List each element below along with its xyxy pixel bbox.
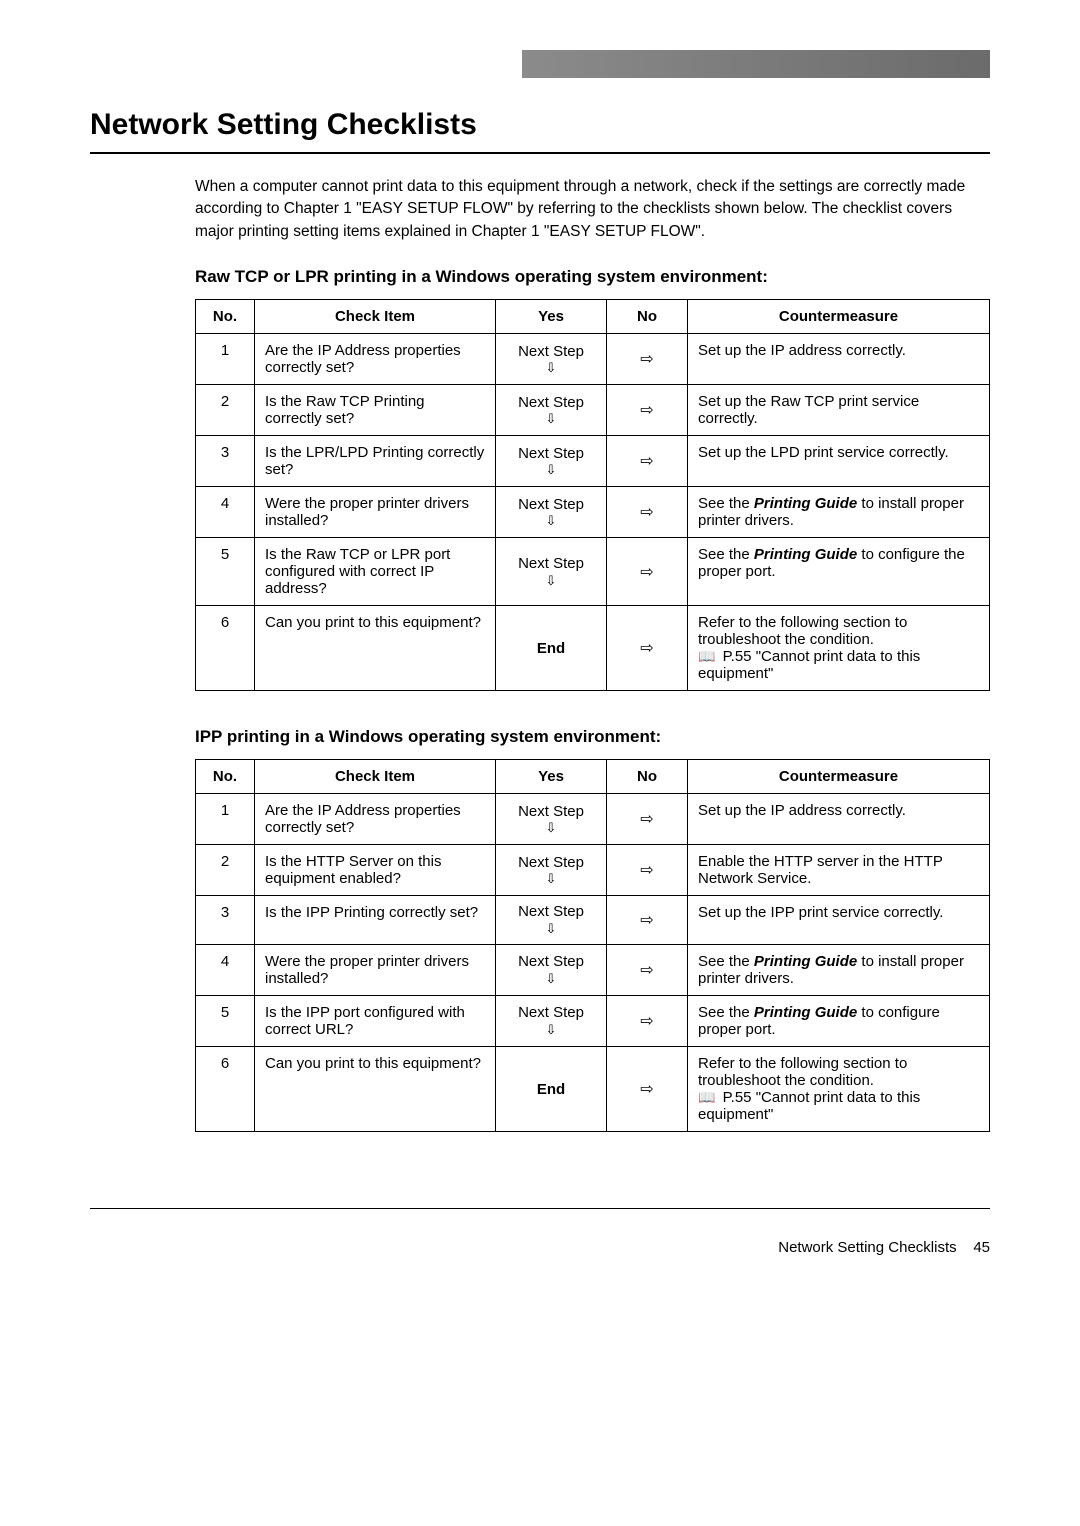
cell-countermeasure: Refer to the following section to troubl…	[688, 1047, 990, 1132]
cell-countermeasure: Enable the HTTP server in the HTTP Netwo…	[688, 845, 990, 896]
cell-check: Can you print to this equipment?	[255, 1047, 496, 1132]
section2-table: No. Check Item Yes No Countermeasure 1Ar…	[195, 759, 990, 1132]
header-bar	[90, 50, 990, 78]
cell-countermeasure: Set up the Raw TCP print service correct…	[688, 385, 990, 436]
cell-no-arrow: ⇨	[607, 385, 688, 436]
cell-yes: Next Step⇩	[496, 996, 607, 1047]
cell-check: Can you print to this equipment?	[255, 606, 496, 691]
title-rule	[90, 152, 990, 154]
cell-check: Were the proper printer drivers installe…	[255, 487, 496, 538]
th-no-h: No	[607, 760, 688, 794]
cell-no-arrow: ⇨	[607, 334, 688, 385]
cell-no: 4	[196, 487, 255, 538]
cell-no-arrow: ⇨	[607, 996, 688, 1047]
cell-countermeasure: Refer to the following section to troubl…	[688, 606, 990, 691]
cell-countermeasure: See the Printing Guide to install proper…	[688, 487, 990, 538]
cell-no-arrow: ⇨	[607, 538, 688, 606]
section1-tbody: 1Are the IP Address properties correctly…	[196, 334, 990, 691]
cell-no-arrow: ⇨	[607, 896, 688, 945]
cell-countermeasure: Set up the LPD print service correctly.	[688, 436, 990, 487]
section1-table: No. Check Item Yes No Countermeasure 1Ar…	[195, 299, 990, 691]
cell-check: Were the proper printer drivers installe…	[255, 945, 496, 996]
cell-countermeasure: Set up the IP address correctly.	[688, 334, 990, 385]
th-yes: Yes	[496, 760, 607, 794]
th-yes: Yes	[496, 300, 607, 334]
cell-yes: Next Step⇩	[496, 945, 607, 996]
section2-tbody: 1Are the IP Address properties correctly…	[196, 794, 990, 1132]
cell-no: 2	[196, 845, 255, 896]
cell-yes: Next Step⇩	[496, 334, 607, 385]
cell-check: Is the LPR/LPD Printing correctly set?	[255, 436, 496, 487]
cell-yes: Next Step⇩	[496, 538, 607, 606]
section2-heading: IPP printing in a Windows operating syst…	[90, 727, 990, 747]
th-check: Check Item	[255, 300, 496, 334]
cell-no-arrow: ⇨	[607, 845, 688, 896]
cell-countermeasure: Set up the IPP print service correctly.	[688, 896, 990, 945]
cell-yes: Next Step⇩	[496, 385, 607, 436]
cell-check: Is the IPP Printing correctly set?	[255, 896, 496, 945]
cell-no-arrow: ⇨	[607, 794, 688, 845]
footer-text: Network Setting Checklists	[778, 1239, 956, 1256]
cell-yes: Next Step⇩	[496, 794, 607, 845]
table-row: 3Is the LPR/LPD Printing correctly set?N…	[196, 436, 990, 487]
cell-countermeasure: Set up the IP address correctly.	[688, 794, 990, 845]
section1-heading: Raw TCP or LPR printing in a Windows ope…	[90, 267, 990, 287]
table-row: 5Is the IPP port configured with correct…	[196, 996, 990, 1047]
th-no: No.	[196, 300, 255, 334]
cell-check: Is the Raw TCP or LPR port configured wi…	[255, 538, 496, 606]
cell-yes: Next Step⇩	[496, 487, 607, 538]
cell-no: 6	[196, 606, 255, 691]
table-row: 2Is the HTTP Server on this equipment en…	[196, 845, 990, 896]
cell-no: 1	[196, 334, 255, 385]
table-row: 5Is the Raw TCP or LPR port configured w…	[196, 538, 990, 606]
intro-text: When a computer cannot print data to thi…	[90, 176, 990, 243]
cell-yes: End	[496, 1047, 607, 1132]
table-row: 1Are the IP Address properties correctly…	[196, 334, 990, 385]
cell-no: 6	[196, 1047, 255, 1132]
cell-no: 1	[196, 794, 255, 845]
cell-countermeasure: See the Printing Guide to configure prop…	[688, 996, 990, 1047]
th-counter: Countermeasure	[688, 760, 990, 794]
th-no-h: No	[607, 300, 688, 334]
cell-no-arrow: ⇨	[607, 436, 688, 487]
th-no: No.	[196, 760, 255, 794]
cell-no-arrow: ⇨	[607, 487, 688, 538]
footer-page: 45	[973, 1239, 990, 1256]
cell-no: 5	[196, 996, 255, 1047]
table-row: 4Were the proper printer drivers install…	[196, 487, 990, 538]
footer: Network Setting Checklists 45	[90, 1208, 990, 1296]
cell-countermeasure: See the Printing Guide to install proper…	[688, 945, 990, 996]
cell-no: 3	[196, 436, 255, 487]
table-row: 6Can you print to this equipment?End⇨Ref…	[196, 1047, 990, 1132]
cell-countermeasure: See the Printing Guide to configure the …	[688, 538, 990, 606]
cell-no-arrow: ⇨	[607, 1047, 688, 1132]
page-title: Network Setting Checklists	[90, 108, 990, 148]
table-row: 4Were the proper printer drivers install…	[196, 945, 990, 996]
cell-yes: Next Step⇩	[496, 436, 607, 487]
table-row: 6Can you print to this equipment?End⇨Ref…	[196, 606, 990, 691]
cell-no-arrow: ⇨	[607, 606, 688, 691]
cell-yes: End	[496, 606, 607, 691]
cell-no: 3	[196, 896, 255, 945]
th-check: Check Item	[255, 760, 496, 794]
cell-check: Is the Raw TCP Printing correctly set?	[255, 385, 496, 436]
cell-check: Is the IPP port configured with correct …	[255, 996, 496, 1047]
cell-yes: Next Step⇩	[496, 896, 607, 945]
cell-no: 4	[196, 945, 255, 996]
cell-check: Are the IP Address properties correctly …	[255, 334, 496, 385]
cell-no: 2	[196, 385, 255, 436]
cell-check: Is the HTTP Server on this equipment ena…	[255, 845, 496, 896]
cell-no-arrow: ⇨	[607, 945, 688, 996]
table-row: 3Is the IPP Printing correctly set?Next …	[196, 896, 990, 945]
th-counter: Countermeasure	[688, 300, 990, 334]
cell-no: 5	[196, 538, 255, 606]
cell-yes: Next Step⇩	[496, 845, 607, 896]
table-row: 1Are the IP Address properties correctly…	[196, 794, 990, 845]
cell-check: Are the IP Address properties correctly …	[255, 794, 496, 845]
table-row: 2Is the Raw TCP Printing correctly set?N…	[196, 385, 990, 436]
